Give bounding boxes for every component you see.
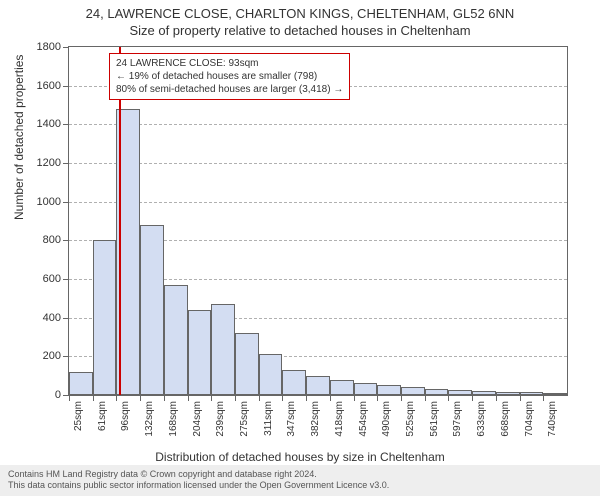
x-tick: [259, 395, 260, 401]
x-tick-label: 740sqm: [547, 401, 558, 437]
x-tick: [425, 395, 426, 401]
x-tick: [282, 395, 283, 401]
y-tick-label: 1800: [37, 41, 69, 53]
annotation-line-2: ← 19% of detached houses are smaller (79…: [116, 70, 343, 83]
histogram-bar: [282, 370, 306, 395]
x-tick: [520, 395, 521, 401]
y-tick-label: 0: [55, 389, 69, 401]
histogram-bar: [377, 385, 401, 395]
x-tick-label: 96sqm: [120, 401, 131, 431]
x-tick: [188, 395, 189, 401]
histogram-bar: [235, 333, 259, 395]
histogram-bar: [354, 383, 378, 395]
x-tick-label: 633sqm: [476, 401, 487, 437]
x-tick-label: 239sqm: [215, 401, 226, 437]
grid-line: [69, 163, 567, 164]
histogram-bar: [306, 376, 330, 395]
plot-area: 24 LAWRENCE CLOSE: 93sqm ← 19% of detach…: [68, 46, 568, 396]
x-tick-label: 61sqm: [97, 401, 108, 431]
x-tick: [472, 395, 473, 401]
y-tick-label: 200: [43, 350, 69, 362]
x-tick: [401, 395, 402, 401]
x-tick: [330, 395, 331, 401]
x-tick-label: 25sqm: [73, 401, 84, 431]
x-tick: [448, 395, 449, 401]
grid-line: [69, 202, 567, 203]
x-tick-label: 168sqm: [168, 401, 179, 437]
x-tick: [211, 395, 212, 401]
histogram-bar: [472, 391, 496, 395]
y-tick-label: 1200: [37, 157, 69, 169]
attribution: Contains HM Land Registry data © Crown c…: [0, 465, 600, 496]
x-tick-label: 347sqm: [286, 401, 297, 437]
y-tick-label: 1000: [37, 196, 69, 208]
chart-container: 24, LAWRENCE CLOSE, CHARLTON KINGS, CHEL…: [0, 0, 600, 500]
x-tick-label: 275sqm: [239, 401, 250, 437]
x-tick-label: 490sqm: [381, 401, 392, 437]
x-tick: [306, 395, 307, 401]
x-tick-label: 704sqm: [524, 401, 535, 437]
histogram-bar: [448, 390, 472, 395]
histogram-bar: [496, 392, 520, 395]
x-tick-label: 132sqm: [144, 401, 155, 437]
histogram-bar: [93, 240, 117, 395]
x-tick-label: 418sqm: [334, 401, 345, 437]
annotation-line-3: 80% of semi-detached houses are larger (…: [116, 83, 343, 96]
histogram-bar: [69, 372, 93, 395]
annotation-box: 24 LAWRENCE CLOSE: 93sqm ← 19% of detach…: [109, 53, 350, 100]
x-tick: [543, 395, 544, 401]
y-tick-label: 1400: [37, 118, 69, 130]
x-tick: [93, 395, 94, 401]
x-tick-label: 597sqm: [452, 401, 463, 437]
chart-title-address: 24, LAWRENCE CLOSE, CHARLTON KINGS, CHEL…: [0, 0, 600, 21]
x-tick: [164, 395, 165, 401]
histogram-bar: [164, 285, 188, 395]
attribution-line-1: Contains HM Land Registry data © Crown c…: [8, 469, 592, 481]
y-tick-label: 1600: [37, 80, 69, 92]
x-tick: [354, 395, 355, 401]
x-tick: [377, 395, 378, 401]
x-tick: [69, 395, 70, 401]
x-tick: [235, 395, 236, 401]
attribution-line-2: This data contains public sector informa…: [8, 480, 592, 492]
histogram-bar: [140, 225, 164, 395]
histogram-bar: [330, 380, 354, 395]
x-tick-label: 561sqm: [429, 401, 440, 437]
histogram-bar: [211, 304, 235, 395]
x-tick-label: 525sqm: [405, 401, 416, 437]
grid-line: [69, 124, 567, 125]
histogram-bar: [520, 392, 544, 395]
annotation-line-1: 24 LAWRENCE CLOSE: 93sqm: [116, 57, 343, 70]
x-tick-label: 382sqm: [310, 401, 321, 437]
x-tick-label: 311sqm: [263, 401, 274, 436]
histogram-bar: [188, 310, 212, 395]
y-tick-label: 800: [43, 234, 69, 246]
x-axis-title: Distribution of detached houses by size …: [0, 450, 600, 464]
x-tick: [116, 395, 117, 401]
histogram-bar: [401, 387, 425, 395]
histogram-bar: [259, 354, 283, 395]
x-tick: [496, 395, 497, 401]
y-axis-title: Number of detached properties: [12, 55, 26, 220]
y-tick-label: 400: [43, 312, 69, 324]
x-tick: [140, 395, 141, 401]
x-tick-label: 454sqm: [358, 401, 369, 437]
x-tick-label: 204sqm: [192, 401, 203, 437]
histogram-bar: [425, 389, 449, 395]
y-tick-label: 600: [43, 273, 69, 285]
histogram-bar: [543, 393, 567, 395]
chart-subtitle: Size of property relative to detached ho…: [0, 21, 600, 38]
x-tick-label: 668sqm: [500, 401, 511, 437]
